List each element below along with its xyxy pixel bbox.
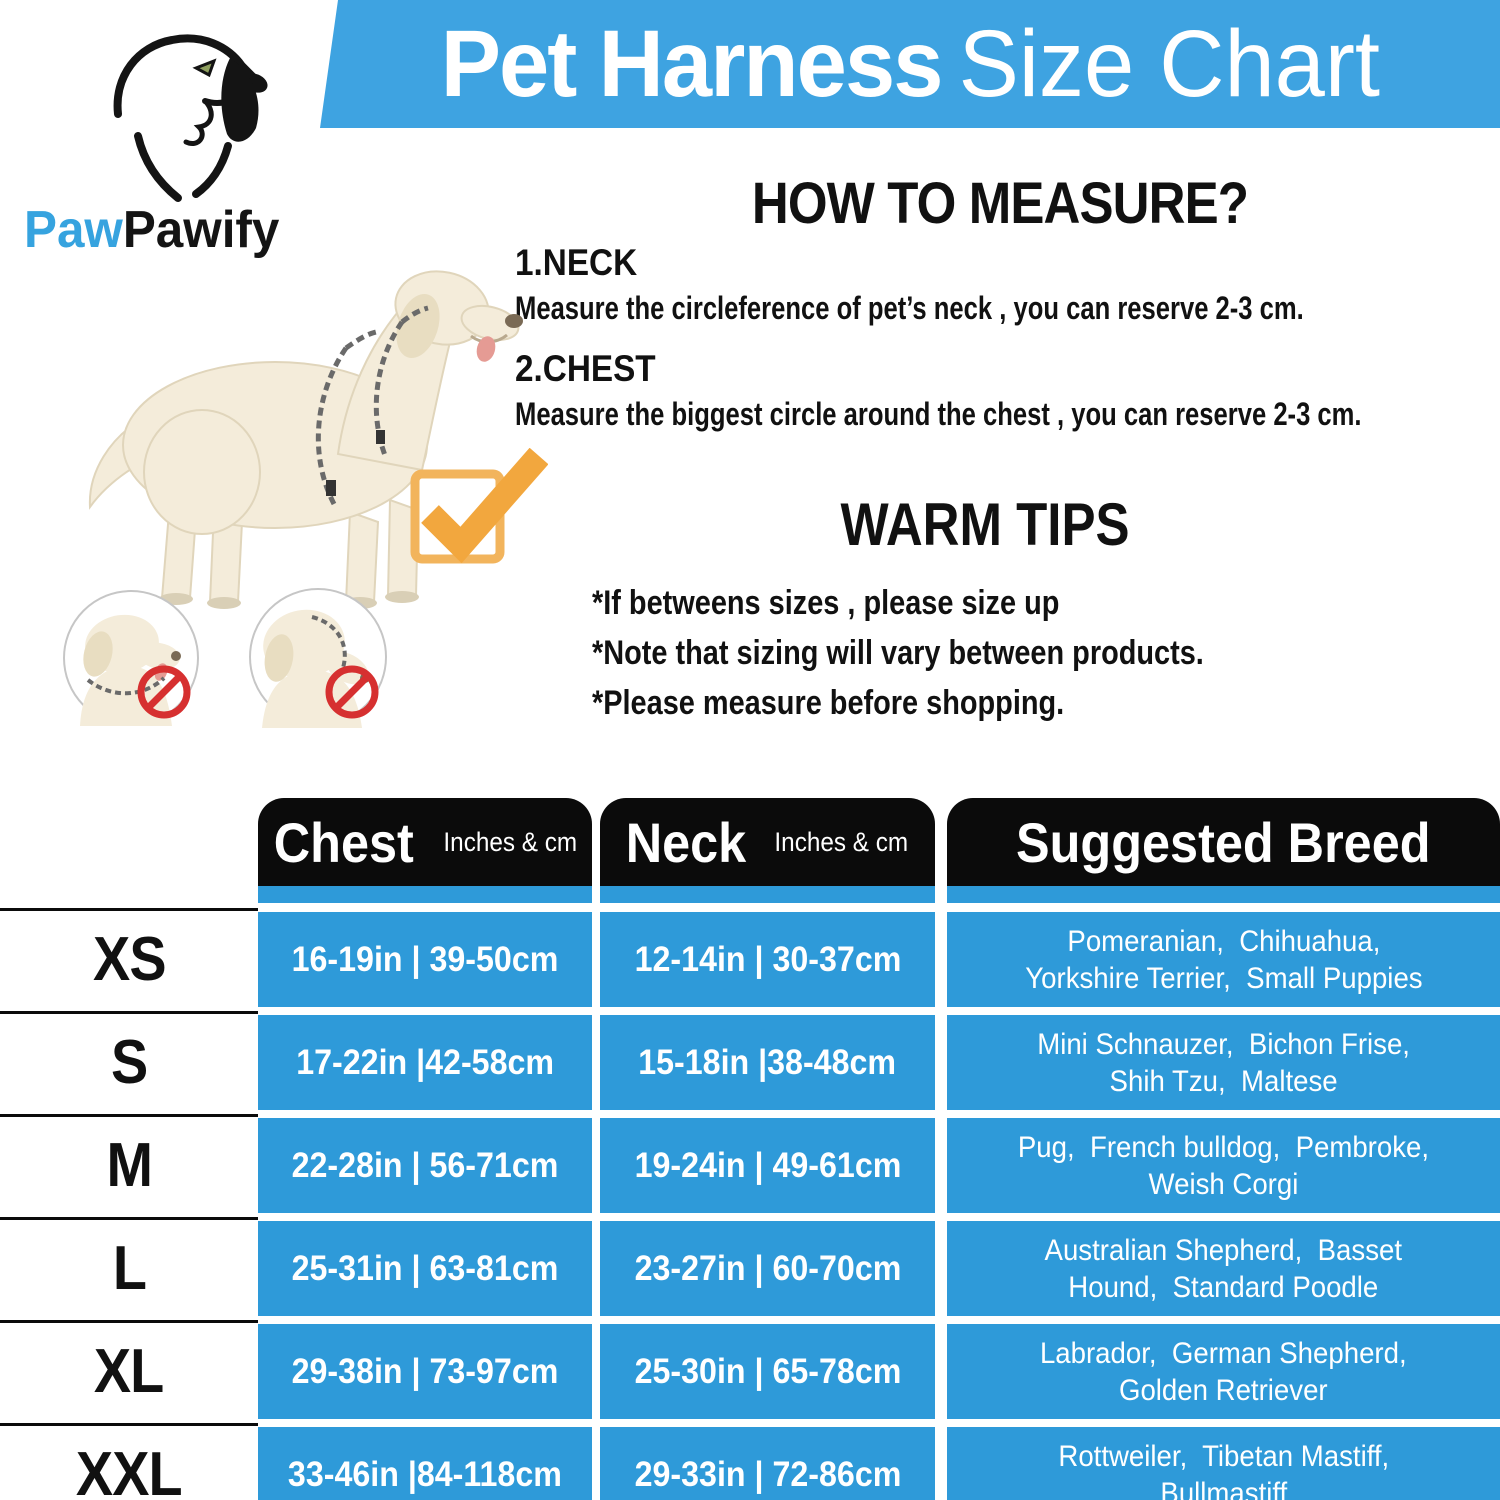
step-neck-text: Measure the circleference of pet’s neck … — [515, 290, 1304, 326]
step-chest-label: 2.CHEST — [515, 348, 656, 389]
table-row-cell: Mini Schnauzer, Bichon Frise, Shih Tzu, … — [947, 1015, 1500, 1110]
header-underline-neck — [600, 886, 935, 903]
table-row-cell: Labrador, German Shepherd, Golden Retrie… — [947, 1324, 1500, 1419]
chest-header-label: Chest — [273, 810, 414, 874]
warm-tip-3: *Please measure before shopping. — [592, 684, 1065, 722]
table-header-chest: Chest Inches & cm — [258, 798, 592, 886]
table-row-cell: 25-30in | 65-78cm — [600, 1324, 935, 1419]
dog-measure-illustration — [88, 270, 523, 609]
size-label-xs: XS — [92, 925, 167, 994]
row-divider — [0, 1320, 258, 1323]
table-row-cell: Rottweiler, Tibetan Mastiff, Bullmastiff — [947, 1427, 1500, 1500]
warm-tip-2: *Note that sizing will vary between prod… — [592, 634, 1204, 672]
chest-header-unit: Inches & cm — [442, 826, 577, 857]
neck-header-label: Neck — [625, 810, 747, 874]
table-row-cell: 17-22in |42-58cm — [258, 1015, 592, 1110]
size-label-xl: XL — [94, 1337, 164, 1406]
size-label-l: L — [112, 1234, 146, 1303]
table-row-cell: 22-28in | 56-71cm — [258, 1118, 592, 1213]
table-row-cell: Pomeranian, Chihuahua, Yorkshire Terrier… — [947, 912, 1500, 1007]
brand-name: PawPawify — [24, 200, 404, 260]
table-row-cell: 12-14in | 30-37cm — [600, 912, 935, 1007]
table-header-breed: Suggested Breed — [947, 798, 1500, 886]
page-title-light: Size Chart — [958, 10, 1380, 117]
size-label-xxl: XXL — [76, 1440, 183, 1500]
page-title-bold: Pet Harness — [440, 10, 943, 117]
wrong-measure-low-icon — [63, 590, 199, 726]
row-divider — [0, 1114, 258, 1117]
table-row-cell: Pug, French bulldog, Pembroke, Weish Cor… — [947, 1118, 1500, 1213]
step-neck-label: 1.NECK — [515, 242, 638, 283]
brand-name-pawify: Pawify — [122, 201, 280, 259]
warm-tips-title: WARM TIPS — [840, 491, 1130, 558]
table-row-cell: 33-46in |84-118cm — [258, 1427, 592, 1500]
row-divider — [0, 1423, 258, 1426]
title-banner: Pet Harness Size Chart — [320, 0, 1500, 128]
brand-name-paw: Paw — [24, 201, 123, 259]
table-row-cell: Australian Shepherd, Basset Hound, Stand… — [947, 1221, 1500, 1316]
table-header-neck: Neck Inches & cm — [600, 798, 935, 886]
size-label-s: S — [110, 1028, 148, 1097]
warm-tip-1: *If betweens sizes , please size up — [592, 584, 1060, 622]
row-divider — [0, 1011, 258, 1014]
table-row-cell: 23-27in | 60-70cm — [600, 1221, 935, 1316]
header-underline-chest — [258, 886, 592, 903]
neck-header-unit: Inches & cm — [774, 826, 909, 857]
step-chest-text: Measure the biggest circle around the ch… — [515, 396, 1362, 432]
table-row-cell: 25-31in | 63-81cm — [258, 1221, 592, 1316]
row-divider — [0, 908, 258, 911]
wrong-measure-high-icon — [249, 588, 387, 728]
how-to-measure-title: HOW TO MEASURE? — [751, 171, 1249, 236]
table-row-cell: 29-38in | 73-97cm — [258, 1324, 592, 1419]
correct-checkmark-icon — [410, 448, 548, 564]
table-row-cell: 29-33in | 72-86cm — [600, 1427, 935, 1500]
logo-dog-icon — [113, 34, 268, 202]
table-row-cell: 16-19in | 39-50cm — [258, 912, 592, 1007]
table-row-cell: 19-24in | 49-61cm — [600, 1118, 935, 1213]
size-label-m: M — [106, 1131, 152, 1200]
header-underline-breed — [947, 886, 1500, 903]
row-divider — [0, 1217, 258, 1220]
table-row-cell: 15-18in |38-48cm — [600, 1015, 935, 1110]
breed-header-label: Suggested Breed — [1016, 810, 1431, 874]
